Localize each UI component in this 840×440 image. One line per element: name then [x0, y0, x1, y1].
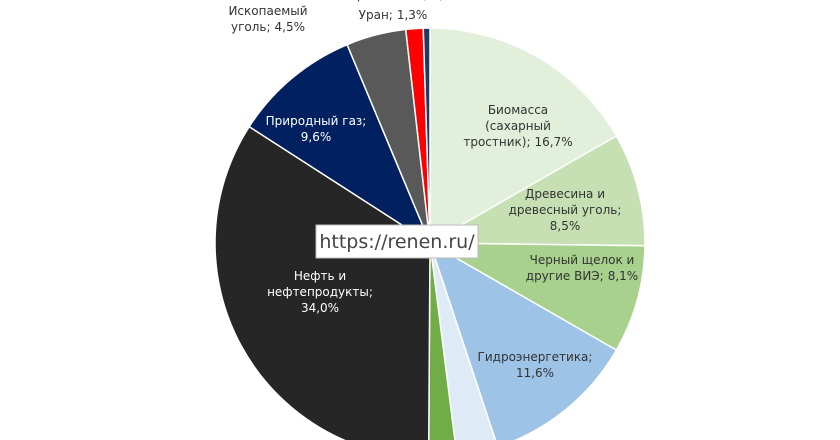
- slice-label: Ископаемый уголь; 4,5%: [228, 4, 307, 34]
- pie-slice: [429, 242, 497, 440]
- value-label: 11,6%: [516, 366, 554, 380]
- labels: Биомасса (сахарный тростник); 16,7% Древесин…: [228, 0, 638, 380]
- label-line: (сахарный: [485, 119, 551, 133]
- pie-slice: [429, 27, 618, 245]
- label-line: нефтепродукты;: [267, 285, 373, 299]
- slice-label: Природный газ; 9,6%: [266, 114, 367, 144]
- label-line: другие ВИЭ;: [526, 269, 604, 283]
- label-line: Нефть и: [294, 269, 346, 283]
- label-line: Ископаемый: [228, 4, 307, 18]
- label-line: Биомасса: [488, 103, 548, 117]
- value-label: 9,6%: [301, 130, 332, 144]
- pie-slice: [427, 242, 646, 352]
- value-label: 8,5%: [550, 219, 581, 233]
- label-line: Черный щелок и: [530, 253, 635, 267]
- watermark: https://renen.ru/: [319, 231, 475, 253]
- label-line: тростник);: [463, 135, 530, 149]
- label-line: Природный газ;: [266, 114, 367, 128]
- slice-label: Нефть и нефтепродукты; 34,0%: [267, 269, 373, 315]
- slice-label: Прочие ВИЭ; 0,5%: [348, 0, 462, 2]
- slice-label: Древесина и древесный уголь; 8,5%: [509, 187, 622, 233]
- label-line: Прочие ВИЭ;: [348, 0, 428, 2]
- pie-slice: [214, 125, 431, 440]
- value-label: 34,0%: [301, 301, 339, 315]
- value-label: 8,1%: [608, 269, 639, 283]
- watermark-box: [315, 224, 479, 259]
- label-line: Древесина и: [525, 187, 605, 201]
- pie-slice: [422, 27, 431, 244]
- value-label: 0,5%: [432, 0, 463, 2]
- slice-label: Биомасса (сахарный тростник); 16,7%: [463, 103, 572, 149]
- slice-label: Уран; 1,3%: [359, 8, 428, 22]
- value-label: 16,7%: [535, 135, 573, 149]
- value-label: 4,5%: [275, 20, 306, 34]
- pie-slice: [427, 134, 646, 247]
- pie-slice: [248, 43, 432, 245]
- pie-slice: [428, 242, 456, 440]
- label-line: уголь;: [231, 20, 271, 34]
- pie-slice: [428, 241, 618, 440]
- label-line: Гидроэнергетика;: [478, 350, 593, 364]
- value-label: 1,3%: [397, 8, 428, 22]
- slice-label: Черный щелок и другие ВИЭ; 8,1%: [526, 253, 638, 283]
- slice-label: Гидроэнергетика; 11,6%: [478, 350, 593, 380]
- label-line: древесный уголь;: [509, 203, 622, 217]
- label-line: Уран;: [359, 8, 393, 22]
- pie: [214, 27, 646, 440]
